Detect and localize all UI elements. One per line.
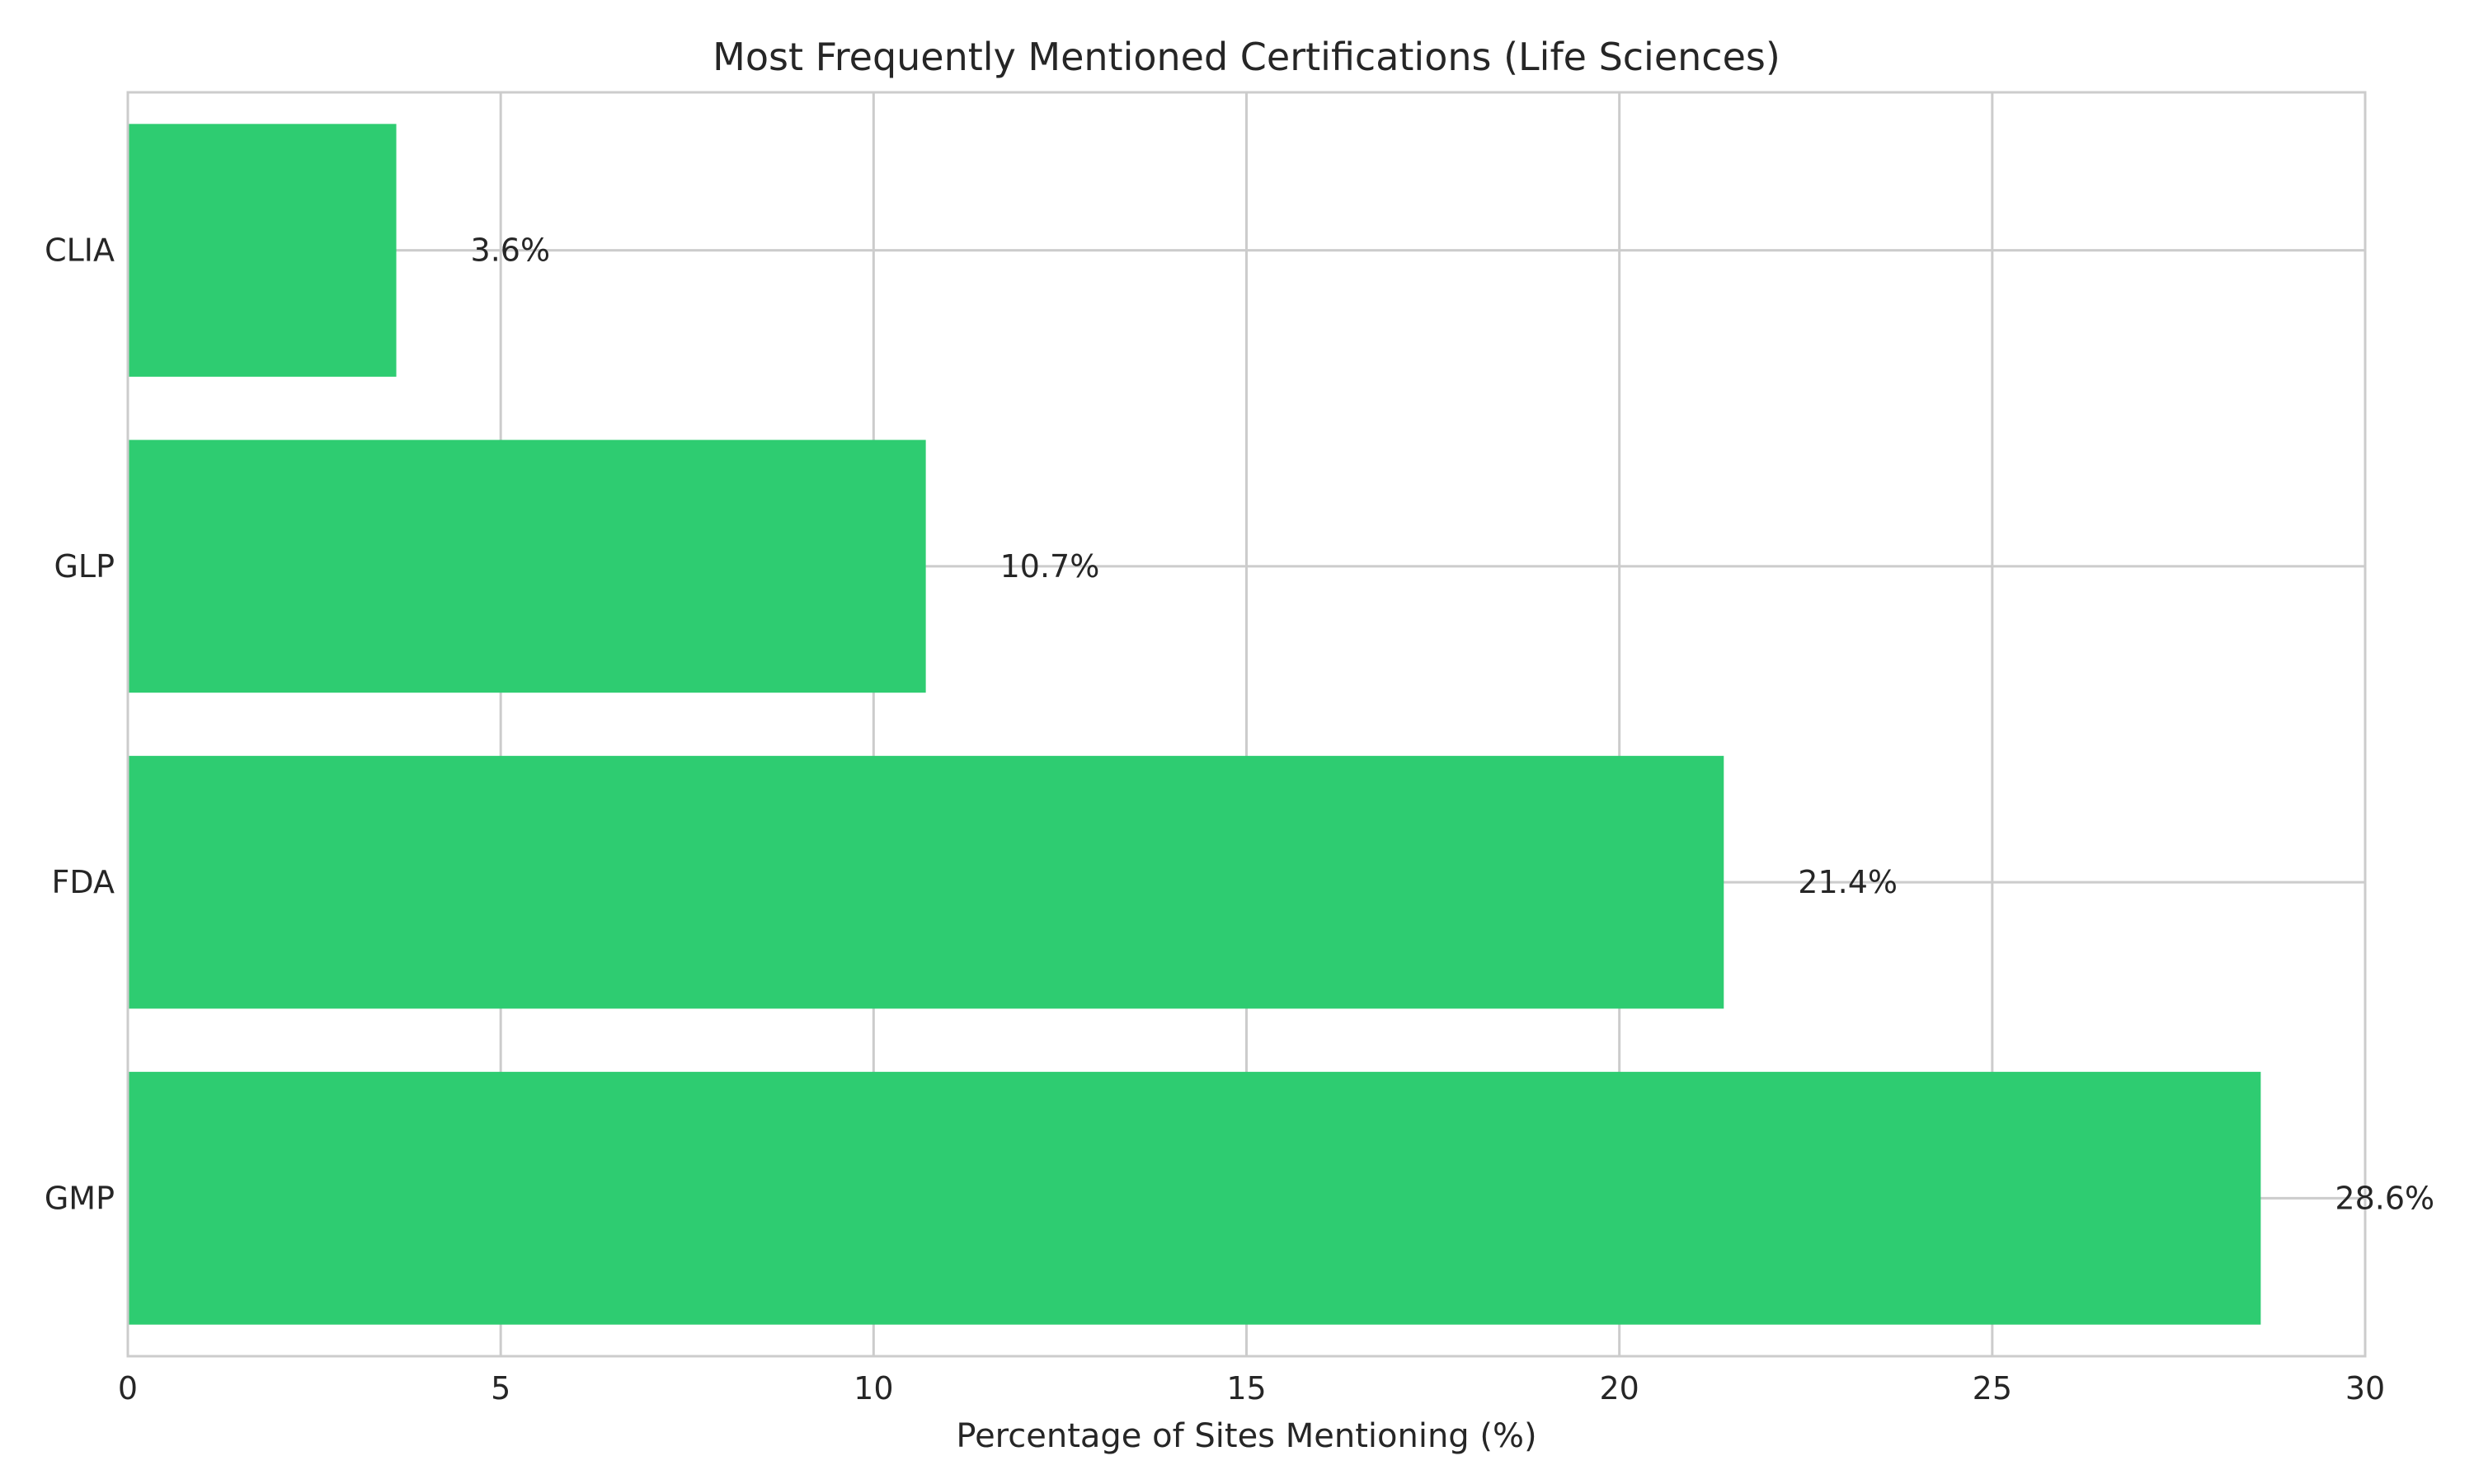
- x-tick-label: 15: [1226, 1370, 1266, 1407]
- bar-clia: [128, 124, 397, 377]
- bar-glp: [128, 439, 926, 693]
- y-tick-label: GLP: [54, 548, 115, 585]
- x-tick-label: 10: [854, 1370, 893, 1407]
- chart-title: Most Frequently Mentioned Certifications…: [713, 35, 1780, 79]
- bar-fda: [128, 755, 1724, 1009]
- x-axis-title: Percentage of Sites Mentioning (%): [956, 1417, 1536, 1455]
- x-tick-label: 30: [2345, 1370, 2385, 1407]
- x-axis-ticks: 0 5 10 15 20 25 30: [118, 1370, 2385, 1407]
- bar-gmp: [128, 1072, 2261, 1325]
- x-tick-label: 25: [1973, 1370, 2012, 1407]
- x-tick-label: 20: [1599, 1370, 1639, 1407]
- x-tick-label: 5: [491, 1370, 510, 1407]
- y-tick-label: FDA: [52, 864, 115, 900]
- data-label: 21.4%: [1798, 864, 1898, 900]
- y-tick-label: CLIA: [45, 232, 115, 269]
- data-labels: 28.6% 21.4% 10.7% 3.6%: [471, 232, 2435, 1217]
- y-tick-label: GMP: [45, 1180, 115, 1216]
- x-tick-label: 0: [118, 1370, 138, 1407]
- data-label: 3.6%: [471, 232, 551, 269]
- data-label: 10.7%: [1000, 548, 1100, 585]
- bars: [128, 124, 2261, 1325]
- data-label: 28.6%: [2335, 1180, 2434, 1216]
- y-axis-ticks: GMP FDA GLP CLIA: [45, 232, 115, 1217]
- plot-frame: [126, 91, 2367, 1358]
